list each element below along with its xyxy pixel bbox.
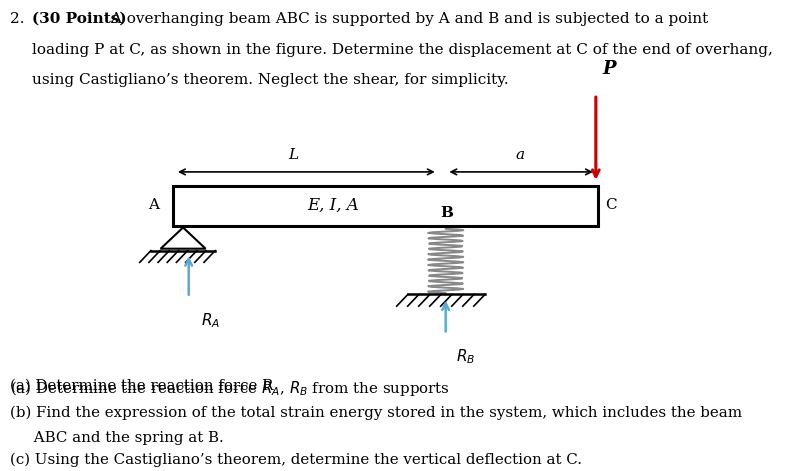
Text: (a) Determine the reaction force R: (a) Determine the reaction force R: [10, 379, 273, 393]
Text: 2.: 2.: [10, 12, 34, 26]
Text: ABC and the spring at B.: ABC and the spring at B.: [10, 431, 223, 445]
Text: (30 Points): (30 Points): [32, 12, 127, 26]
Text: $R_A$: $R_A$: [200, 311, 220, 330]
Text: loading P at C, as shown in the figure. Determine the displacement at C of the e: loading P at C, as shown in the figure. …: [32, 43, 772, 57]
Text: C: C: [605, 198, 616, 212]
Text: (b) Find the expression of the total strain energy stored in the system, which i: (b) Find the expression of the total str…: [10, 406, 741, 421]
Text: a: a: [515, 148, 525, 162]
Bar: [172, 186, 597, 226]
Text: E, I, A: E, I, A: [307, 197, 358, 214]
Text: A overhanging beam ABC is supported by A and B and is subjected to a point: A overhanging beam ABC is supported by A…: [106, 12, 707, 26]
Text: (c) Using the Castigliano’s theorem, determine the vertical deflection at C.: (c) Using the Castigliano’s theorem, det…: [10, 452, 581, 467]
Text: P: P: [602, 60, 615, 78]
Text: L: L: [288, 148, 298, 162]
Text: using Castigliano’s theorem. Neglect the shear, for simplicity.: using Castigliano’s theorem. Neglect the…: [32, 73, 508, 87]
Text: $R_B$: $R_B$: [456, 348, 475, 366]
Text: B: B: [439, 206, 452, 220]
Text: (a) Determine the reaction force $R_A$, $R_B$ from the supports: (a) Determine the reaction force $R_A$, …: [10, 379, 449, 398]
Text: A: A: [148, 198, 159, 212]
